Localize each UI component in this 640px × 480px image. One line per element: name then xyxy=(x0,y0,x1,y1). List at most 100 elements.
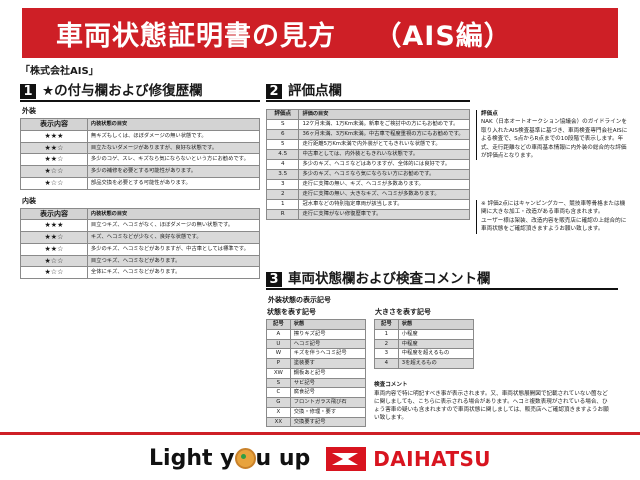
size-symbol-label: 大きさを表す記号 xyxy=(375,308,431,316)
table-row: 3 走行に支障の無い、キズ、ヘコミが多数あります。 xyxy=(265,178,470,190)
table-row: ★☆☆ 部品交換を必要とする可能性があります。 xyxy=(20,176,261,190)
footer-divider xyxy=(0,432,640,435)
evaluation-note: 評価点 NAK（日本オートオークション協議会）のガイドラインを取り入れたAIS検… xyxy=(476,110,629,161)
code-cell: 2 xyxy=(374,338,399,350)
size-symbol-table: 記号 状態 1 小程度 2 中程度 3 中程度を超えるもの xyxy=(374,319,475,369)
interior-col-display: 表示内容 xyxy=(20,207,88,221)
section-2-title: 評価点欄 xyxy=(288,83,342,99)
score-cell: 5 xyxy=(265,138,300,150)
code-cell: S xyxy=(266,377,291,389)
desc-cell: 全体にキズ、ヘコミなどがあります。 xyxy=(86,266,261,279)
score-desc-cell: 12ケ月未満、1万Km未満。新車をご検討中の方にもお勧めです。 xyxy=(298,118,470,130)
page-title-main: 車両状態証明書の見方 xyxy=(56,21,336,52)
star-cell: ★★★ xyxy=(20,219,88,232)
evaluation-score-table: 評価点 評価の目安 S 12ケ月未満、1万Km未満。新車をご検討中の方にもお勧め… xyxy=(265,109,470,220)
code-desc-cell: キズを伴うヘコミ記号 xyxy=(289,348,367,359)
table-row: 4 3を超えるもの xyxy=(374,358,475,369)
table-row: 5 走行距離5万Km未満で内外装がとてもきれいな状態です。 xyxy=(265,138,470,150)
score-desc-cell: 走行に支障がない修復歴車です。 xyxy=(298,208,470,220)
section-2-number: 2 xyxy=(266,84,282,99)
inspection-comment-body: 車両内容で特に明記すべき事が表示されます。又、車両状態展開図で記載されていない箇… xyxy=(374,390,609,422)
table-row: P 塗装要す xyxy=(266,358,367,369)
star-cell: ★★☆ xyxy=(20,153,88,166)
code-cell: P xyxy=(266,358,291,369)
code-cell: XX xyxy=(266,416,291,428)
condition-symbol-label: 状態を表す記号 xyxy=(267,308,316,316)
condition-col-desc: 状態 xyxy=(289,319,367,330)
code-desc-cell: 小程度 xyxy=(397,328,475,340)
tagline-light-you-up: Light y u up xyxy=(149,446,310,471)
section-1-title: ★の付与欄および修復歴欄 xyxy=(42,83,203,99)
score-cell: 3 xyxy=(265,178,300,190)
table-row: ★★☆ 目立たないダメージがありますが、良好な状態です。 xyxy=(20,141,261,155)
section-1-heading: 1 ★の付与欄および修復歴欄 xyxy=(20,84,260,102)
section-1: 1 ★の付与欄および修復歴欄 外装 表示内容 内装状態の目安 ★★★ 無キズもし… xyxy=(20,84,261,280)
code-desc-cell: 3を超えるもの xyxy=(397,358,475,369)
score-desc-cell: 多少のキズ、ヘコミなどはありますが、全体的には良好です。 xyxy=(298,158,470,170)
code-cell: W xyxy=(266,348,291,359)
table-row: ★★★ 無キズもしくは、ほぼダメージの無い状態です。 xyxy=(20,129,261,143)
table-row: C 腐食記号 xyxy=(266,387,367,398)
table-row: ★★★ 目立つキズ、ヘコミがなく、ほぼダメージの無い状態です。 xyxy=(20,219,261,232)
document-header-band: 車両状態証明書の見方 （AIS編） xyxy=(22,8,618,58)
star-cell: ★☆☆ xyxy=(20,254,88,268)
interior-rating-table: 表示内容 内装状態の目安 ★★★ 目立つキズ、ヘコミがなく、ほぼダメージの無い状… xyxy=(20,207,261,280)
code-cell: X xyxy=(266,406,291,418)
table-row: S 12ケ月未満、1万Km未満。新車をご検討中の方にもお勧めです。 xyxy=(265,118,470,130)
desc-cell: 目立つキズ、ヘコミなどがあります。 xyxy=(86,254,261,268)
code-desc-cell: サビ記号 xyxy=(289,377,367,389)
code-cell: XW xyxy=(266,367,291,379)
company-name: 「株式会社AIS」 xyxy=(20,66,99,77)
table-row: ★☆☆ 目立つキズ、ヘコミなどがあります。 xyxy=(20,254,261,268)
score-desc-cell: 36ヶ月未満、3万Km未満。中古車で程度重視の方にもお勧めです。 xyxy=(298,128,470,140)
score-desc-cell: 走行距離5万Km未満で内外装がとてもきれいな状態です。 xyxy=(298,138,470,150)
score-cell: 2 xyxy=(265,188,300,200)
condition-col-code: 記号 xyxy=(266,319,291,330)
score-cell: 6 xyxy=(265,128,300,140)
table-row: 2 走行に支障の無い、大きなキズ、ヘコミが多数あります。 xyxy=(265,188,470,200)
score-cell: R xyxy=(265,208,300,220)
table-row: ★★☆ キズ、ヘコミなどが少なく、良好な状態です。 xyxy=(20,231,261,244)
table-row: R 走行に支障がない修復歴車です。 xyxy=(265,208,470,220)
section-2-heading: 2 評価点欄 xyxy=(266,84,470,102)
tagline-circle-icon xyxy=(234,448,256,469)
table-row: 1 小程度 xyxy=(374,328,475,340)
code-desc-cell: 交換・修理・要す xyxy=(289,406,367,418)
code-cell: A xyxy=(266,328,291,340)
desc-cell: 無キズもしくは、ほぼダメージの無い状態です。 xyxy=(86,129,261,143)
footer: Light y u up DAIHATSU xyxy=(0,437,640,480)
section-3: 3 車両状態欄および検査コメント欄 外装状態の表示記号 状態を表す記号 記号 状… xyxy=(266,272,618,428)
table-row: 3 中程度を超えるもの xyxy=(374,348,475,359)
section-3-heading: 3 車両状態欄および検査コメント欄 xyxy=(266,272,618,290)
table-row: 1 冠水車などの特別指定車両が該当します。 xyxy=(265,198,470,210)
exterior-col-desc: 内装状態の目安 xyxy=(86,118,261,131)
table-row: ★★☆ 多少のコゲ、スレ、キズなら気にならないという方にお勧めです。 xyxy=(20,153,261,166)
table-row: W キズを伴うヘコミ記号 xyxy=(266,348,367,359)
desc-cell: キズ、ヘコミなどが少なく、良好な状態です。 xyxy=(86,231,261,244)
table-row: ★☆☆ 全体にキズ、ヘコミなどがあります。 xyxy=(20,266,261,279)
tagline-part-2: u up xyxy=(255,446,311,471)
exterior-label: 外装 xyxy=(22,107,36,115)
code-cell: G xyxy=(266,397,291,408)
score-desc-col-header: 評価の目安 xyxy=(298,109,470,120)
inspection-comment: 検査コメント 車両内容で特に明記すべき事が表示されます。又、車両状態展開図で記載… xyxy=(374,381,612,423)
daihatsu-logo: DAIHATSU xyxy=(326,446,491,471)
code-cell: 4 xyxy=(374,358,399,369)
section-1-number: 1 xyxy=(20,84,36,99)
desc-cell: 目立つキズ、ヘコミがなく、ほぼダメージの無い状態です。 xyxy=(86,219,261,232)
score-cell: 1 xyxy=(265,198,300,210)
table-row: A 擦りキズ記号 xyxy=(266,328,367,340)
table-row: U ヘコミ記号 xyxy=(266,338,367,350)
size-col-desc: 状態 xyxy=(397,319,475,330)
code-desc-cell: 交換要す記号 xyxy=(289,416,367,428)
score-desc-cell: 中古車としては、内外装ともきれいな状態です。 xyxy=(298,148,470,160)
desc-cell: 部品交換を必要とする可能性があります。 xyxy=(86,176,261,190)
star-cell: ★★☆ xyxy=(20,141,88,155)
page-title-sub: （AIS編） xyxy=(374,21,512,52)
daihatsu-wordmark: DAIHATSU xyxy=(373,446,491,471)
code-cell: 1 xyxy=(374,328,399,340)
tagline-part-1: Light y xyxy=(149,446,235,471)
star-cell: ★☆☆ xyxy=(20,176,88,190)
star-cell: ★★☆ xyxy=(20,231,88,244)
